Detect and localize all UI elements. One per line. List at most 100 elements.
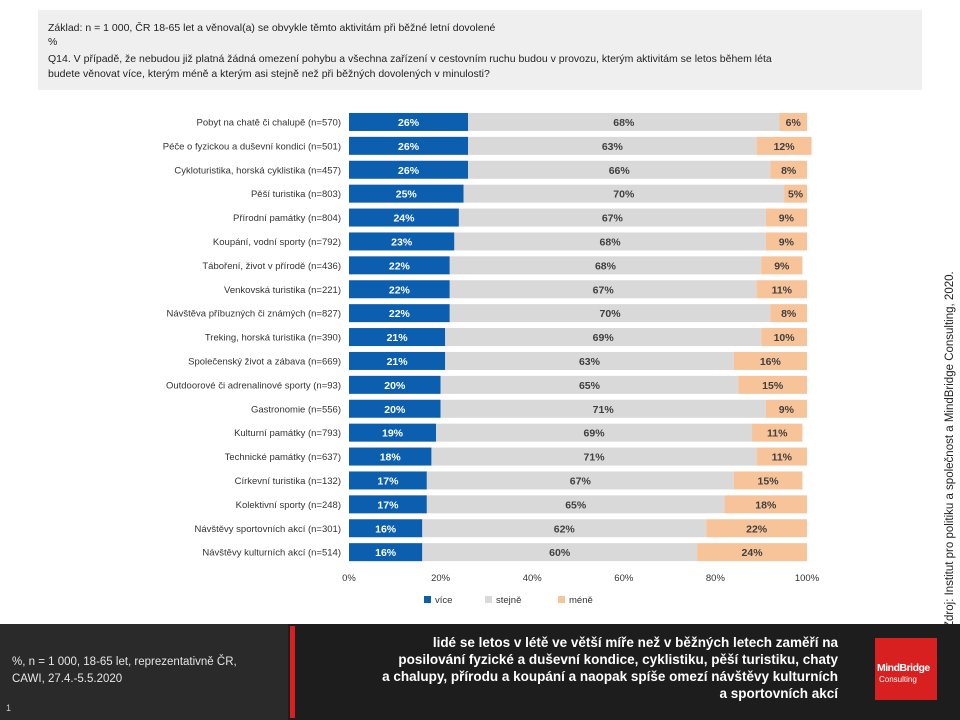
data-label: 20% xyxy=(384,380,406,392)
logo-line-1: MindBridge xyxy=(877,662,930,674)
data-label: 66% xyxy=(609,165,631,177)
bar-segment-méně xyxy=(761,328,807,347)
bar-segment-více xyxy=(349,160,469,179)
data-label: 69% xyxy=(584,428,606,440)
data-label: 22% xyxy=(389,260,411,272)
data-label: 67% xyxy=(602,213,624,225)
x-tick-label: 60% xyxy=(614,573,634,584)
data-label: 26% xyxy=(398,117,420,129)
data-label: 15% xyxy=(762,380,784,392)
bar-segment-méně xyxy=(784,184,807,203)
data-label: 26% xyxy=(398,141,420,153)
header-question-line-2: budete věnovat více, kterým méně a který… xyxy=(48,68,490,80)
legend-swatch-méně xyxy=(558,596,565,603)
bar-segment-méně xyxy=(752,423,803,442)
bar-segment-více xyxy=(349,328,446,347)
data-label: 60% xyxy=(549,547,571,559)
data-label: 22% xyxy=(746,523,768,535)
bar-segment-stejně xyxy=(431,447,757,466)
bar-segment-stejně xyxy=(436,423,753,442)
footer-bar: %, n = 1 000, 18-65 let, reprezentativně… xyxy=(0,624,960,720)
bar-segment-stejně xyxy=(422,519,707,538)
methodology-note: %, n = 1 000, 18-65 let, reprezentativně… xyxy=(12,654,282,688)
category-label: Církevní turistika (n=132) xyxy=(235,476,341,487)
data-label: 22% xyxy=(389,284,411,296)
category-label: Gastronomie (n=556) xyxy=(251,404,341,415)
bar-segment-stejně xyxy=(468,112,780,131)
data-label: 9% xyxy=(779,404,795,416)
red-divider xyxy=(290,626,295,718)
bar-segment-více xyxy=(349,304,450,323)
data-label: 8% xyxy=(781,165,797,177)
data-label: 9% xyxy=(774,260,790,272)
bar-segment-méně xyxy=(765,399,807,418)
data-label: 16% xyxy=(375,547,397,559)
data-label: 16% xyxy=(760,356,782,368)
data-label: 23% xyxy=(391,236,413,248)
bar-segment-více xyxy=(349,519,423,538)
bar-segment-stejně xyxy=(445,328,762,347)
bar-segment-více xyxy=(349,399,441,418)
bar-segment-méně xyxy=(724,495,807,514)
category-label: Přírodní památky (n=804) xyxy=(233,213,341,224)
data-label: 6% xyxy=(786,117,802,129)
data-label: 25% xyxy=(396,189,418,201)
conclusion-line-4: a sportovních akcí xyxy=(719,686,838,701)
bar-segment-stejně xyxy=(458,208,766,227)
data-label: 71% xyxy=(584,452,606,464)
data-label: 18% xyxy=(380,452,402,464)
bar-segment-méně xyxy=(756,280,807,299)
category-label: Kulturní památky (n=793) xyxy=(234,428,341,439)
bar-segment-méně xyxy=(706,519,807,538)
page-number: 1 xyxy=(6,703,12,713)
data-label: 26% xyxy=(398,165,420,177)
data-label: 21% xyxy=(387,332,409,344)
mindbridge-logo: MindBridge Consulting xyxy=(875,638,937,700)
bar-segment-více xyxy=(349,375,441,394)
category-label: Táboření, život v přírodě (n=436) xyxy=(202,261,341,272)
question-header: Základ: n = 1 000, ČR 18-65 let a věnova… xyxy=(38,10,922,90)
bar-segment-stejně xyxy=(449,304,771,323)
header-question-line-1: Q14. V případě, že nebudou již platná žá… xyxy=(48,53,772,65)
data-label: 18% xyxy=(755,499,777,511)
data-label: 21% xyxy=(387,356,409,368)
data-label: 19% xyxy=(382,428,404,440)
legend-swatch-více xyxy=(424,596,431,603)
bar-segment-stejně xyxy=(468,160,771,179)
bar-segment-stejně xyxy=(440,399,766,418)
category-label: Návštěva příbuzných či známých (n=827) xyxy=(166,309,341,320)
header-base-line: Základ: n = 1 000, ČR 18-65 let a věnova… xyxy=(48,22,496,34)
data-label: 67% xyxy=(593,284,615,296)
x-tick-label: 20% xyxy=(431,573,451,584)
bar-segment-více xyxy=(349,208,459,227)
bar-segment-méně xyxy=(779,112,807,131)
category-label: Venkovská turistika (n=221) xyxy=(224,285,341,296)
category-label: Pobyt na chatě či chalupě (n=570) xyxy=(197,117,341,128)
x-axis: 0% 20% 40% 60% 80% 100% xyxy=(342,573,820,584)
data-label: 9% xyxy=(779,213,795,225)
bar-segment-stejně xyxy=(422,543,698,562)
bar-segment-stejně xyxy=(463,184,785,203)
data-label: 24% xyxy=(393,213,415,225)
data-label: 65% xyxy=(565,499,587,511)
data-label: 8% xyxy=(781,308,797,320)
legend-label: více xyxy=(435,595,452,606)
bar-segment-stejně xyxy=(426,471,734,490)
bar-segment-stejně xyxy=(426,495,725,514)
bar-segment-méně xyxy=(733,351,807,370)
data-label: 9% xyxy=(779,236,795,248)
logo-line-2: Consulting xyxy=(879,675,917,684)
data-label: 17% xyxy=(377,475,399,487)
data-label: 69% xyxy=(593,332,615,344)
bar-segment-méně xyxy=(761,256,803,275)
conclusion-line-2: posilování fyzické a duševní kondice, cy… xyxy=(398,652,838,667)
bar-segment-stejně xyxy=(449,256,762,275)
bar-segment-více xyxy=(349,543,423,562)
stacked-bar-chart: 0% 20% 40% 60% 80% 100% 26% 68% 6% 26% 63% 12% 26% 6… xyxy=(163,112,820,606)
category-label: Kolektivní sporty (n=248) xyxy=(236,500,341,511)
data-label: 11% xyxy=(767,428,788,440)
data-label: 11% xyxy=(772,452,793,464)
data-label: 22% xyxy=(389,308,411,320)
data-label: 68% xyxy=(595,260,617,272)
data-label: 24% xyxy=(742,547,764,559)
